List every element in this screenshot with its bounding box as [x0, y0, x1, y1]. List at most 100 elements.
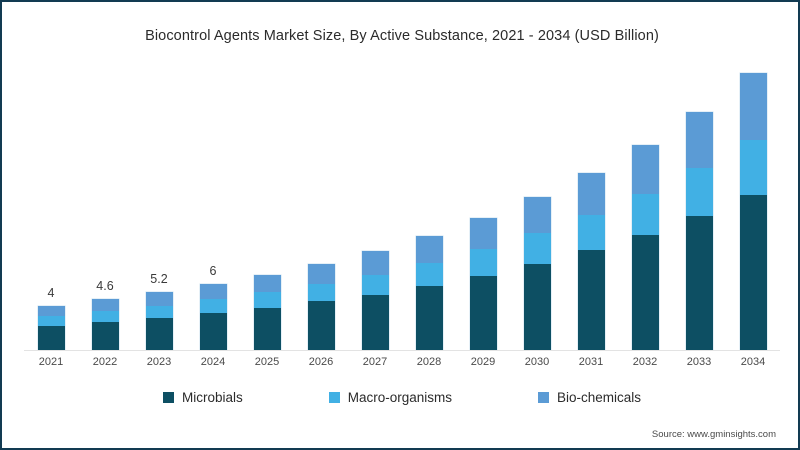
bar-segment-macro-organisms[interactable]	[631, 193, 659, 235]
legend-label: Macro-organisms	[347, 390, 452, 405]
bar-segment-macro-organisms[interactable]	[415, 262, 443, 286]
chart-legend: Microbials Macro-organisms Bio-chemicals	[2, 390, 798, 405]
x-axis-tick-2034: 2034	[740, 356, 766, 368]
x-axis-tick-2032: 2032	[632, 356, 658, 368]
bar-value-label: 6	[209, 263, 217, 278]
bar-segment-microbials[interactable]	[577, 250, 605, 350]
bar-segment-microbials[interactable]	[469, 275, 497, 350]
bar-segment-bio-chemicals[interactable]	[307, 263, 335, 284]
x-axis-tick-2022: 2022	[92, 356, 118, 368]
bar-value-label: 5.2	[150, 272, 168, 287]
bar-segment-macro-organisms[interactable]	[739, 139, 767, 195]
bar-group[interactable]	[307, 62, 335, 350]
bar-segment-bio-chemicals[interactable]	[37, 305, 65, 316]
bar-segment-macro-organisms[interactable]	[199, 299, 227, 314]
bar-segment-macro-organisms[interactable]	[253, 292, 281, 308]
stacked-bar[interactable]	[631, 145, 659, 350]
bar-segment-microbials[interactable]	[307, 301, 335, 350]
bar-group[interactable]: 6	[199, 62, 227, 350]
legend-swatch-icon	[538, 392, 549, 403]
stacked-bar[interactable]	[91, 299, 119, 350]
bar-segment-macro-organisms[interactable]	[91, 311, 119, 323]
bar-segment-microbials[interactable]	[361, 294, 389, 350]
x-axis-tick-2030: 2030	[524, 356, 550, 368]
bar-group[interactable]	[469, 62, 497, 350]
source-note: Source: www.gminsights.com	[651, 429, 776, 440]
stacked-bar[interactable]	[415, 235, 443, 350]
bar-segment-macro-organisms[interactable]	[685, 168, 713, 216]
bar-value-label: 4.6	[96, 279, 114, 294]
stacked-bar[interactable]	[145, 292, 173, 350]
bar-segment-bio-chemicals[interactable]	[253, 274, 281, 293]
bar-segment-microbials[interactable]	[37, 325, 65, 350]
x-axis-tick-2031: 2031	[578, 356, 604, 368]
bar-segment-macro-organisms[interactable]	[307, 283, 335, 302]
bar-group[interactable]: 4	[37, 62, 65, 350]
bar-segment-macro-organisms[interactable]	[361, 274, 389, 295]
bar-segment-microbials[interactable]	[739, 194, 767, 350]
stacked-bar[interactable]	[199, 283, 227, 350]
bar-segment-microbials[interactable]	[199, 313, 227, 350]
legend-swatch-icon	[328, 392, 340, 403]
legend-swatch-icon	[162, 392, 174, 403]
bar-segment-bio-chemicals[interactable]	[685, 111, 713, 169]
bar-segment-bio-chemicals[interactable]	[631, 145, 659, 194]
stacked-bar[interactable]	[37, 305, 65, 350]
legend-label: Bio-chemicals	[557, 390, 642, 405]
stacked-bar[interactable]	[361, 251, 389, 350]
bar-segment-microbials[interactable]	[145, 317, 173, 350]
stacked-bar[interactable]	[469, 218, 497, 350]
bar-group[interactable]: 4.6	[91, 62, 119, 350]
bar-group[interactable]	[253, 62, 281, 350]
plot-area: 4 4.6 5.2 6	[24, 62, 780, 350]
bar-group[interactable]: 5.2	[145, 62, 173, 350]
bar-segment-microbials[interactable]	[253, 307, 281, 350]
x-axis-tick-2029: 2029	[470, 356, 496, 368]
bar-segment-bio-chemicals[interactable]	[361, 251, 389, 275]
bar-segment-macro-organisms[interactable]	[469, 249, 497, 276]
bar-segment-macro-organisms[interactable]	[577, 214, 605, 251]
bar-segment-microbials[interactable]	[685, 215, 713, 350]
bar-group[interactable]	[685, 62, 713, 350]
stacked-bar[interactable]	[253, 274, 281, 350]
bar-segment-bio-chemicals[interactable]	[91, 299, 119, 312]
bar-group[interactable]	[523, 62, 551, 350]
legend-item-bio-chemicals[interactable]: Bio-chemicals	[538, 390, 641, 405]
bar-segment-microbials[interactable]	[523, 263, 551, 350]
stacked-bar[interactable]	[577, 172, 605, 350]
bar-segment-microbials[interactable]	[91, 322, 119, 350]
bar-segment-bio-chemicals[interactable]	[469, 218, 497, 250]
legend-item-microbials[interactable]: Microbials	[162, 390, 243, 405]
legend-item-macro-organisms[interactable]: Macro-organisms	[328, 390, 452, 405]
bar-value-label: 4	[47, 285, 55, 300]
bar-segment-bio-chemicals[interactable]	[415, 235, 443, 263]
stacked-bar[interactable]	[739, 73, 767, 350]
bar-segment-bio-chemicals[interactable]	[739, 73, 767, 140]
bar-group[interactable]	[739, 62, 767, 350]
bar-segment-macro-organisms[interactable]	[37, 315, 65, 326]
bar-segment-macro-organisms[interactable]	[145, 305, 173, 318]
x-axis-tick-2027: 2027	[362, 356, 388, 368]
bar-segment-bio-chemicals[interactable]	[199, 283, 227, 300]
stacked-bar[interactable]	[307, 263, 335, 350]
bar-group[interactable]	[415, 62, 443, 350]
bar-segment-bio-chemicals[interactable]	[523, 197, 551, 233]
x-axis-tick-2026: 2026	[308, 356, 334, 368]
x-axis-tick-2025: 2025	[254, 356, 280, 368]
bar-segment-bio-chemicals[interactable]	[145, 292, 173, 306]
bar-segment-microbials[interactable]	[415, 285, 443, 350]
bar-segment-macro-organisms[interactable]	[523, 232, 551, 264]
bar-group[interactable]	[631, 62, 659, 350]
stacked-bar[interactable]	[685, 111, 713, 350]
bar-segment-microbials[interactable]	[631, 234, 659, 350]
x-axis-line	[24, 350, 780, 351]
x-axis-tick-2028: 2028	[416, 356, 442, 368]
x-axis-tick-2023: 2023	[146, 356, 172, 368]
bar-segment-bio-chemicals[interactable]	[577, 172, 605, 215]
chart-title: Biocontrol Agents Market Size, By Active…	[145, 28, 659, 44]
bar-group[interactable]	[577, 62, 605, 350]
stacked-bar[interactable]	[523, 197, 551, 350]
bar-group[interactable]	[361, 62, 389, 350]
x-axis-tick-2033: 2033	[686, 356, 712, 368]
